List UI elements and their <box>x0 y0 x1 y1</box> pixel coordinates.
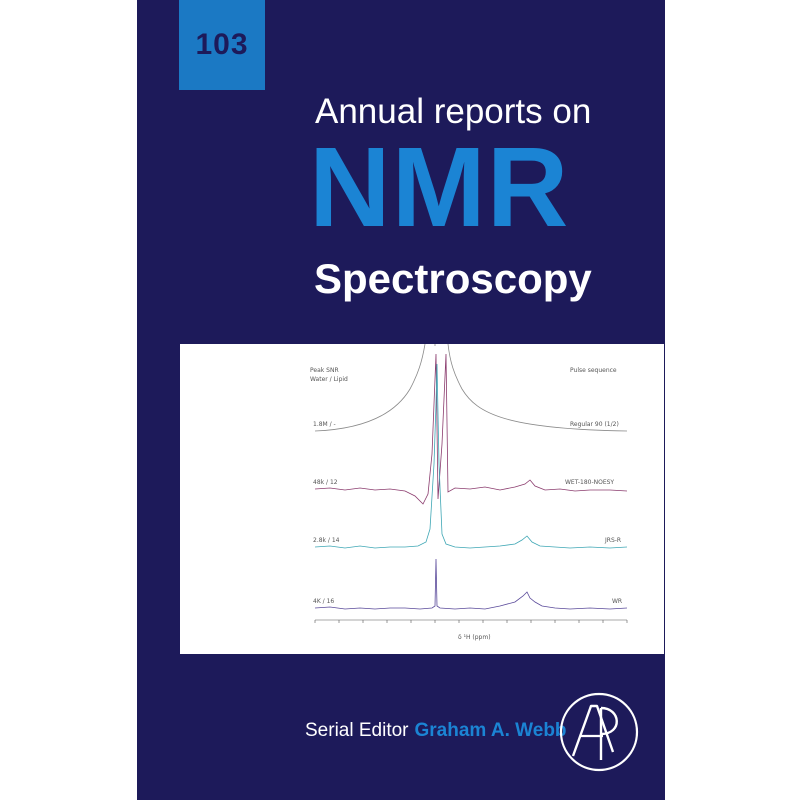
header-right: Pulse sequence <box>570 367 617 374</box>
title-line-2: NMR <box>309 124 570 250</box>
trace-2-line <box>314 353 628 505</box>
trace-1-line <box>314 344 628 432</box>
trace-3-right: JRS-R <box>604 537 621 544</box>
trace-3-left: 2.8k / 14 <box>313 537 340 544</box>
x-axis-ticks <box>314 620 628 623</box>
volume-number: 103 <box>195 28 249 61</box>
trace-1-left: 1.8M / - <box>313 421 336 428</box>
trace-2-right: WET-180-NOESY <box>565 479 614 486</box>
header-left-1: Peak SNR <box>310 367 339 374</box>
trace-3-line <box>314 363 628 549</box>
title-line-3: Spectroscopy <box>314 255 592 302</box>
trace-4-left: 4K / 16 <box>313 598 334 605</box>
ap-publisher-logo-icon <box>559 692 639 772</box>
volume-box: 103 <box>179 0 265 90</box>
spectrum-svg: Peak SNR Water / Lipid Pulse sequence 1.… <box>310 344 628 641</box>
x-axis-label: δ ¹H (ppm) <box>458 634 491 641</box>
header-left-2: Water / Lipid <box>310 376 348 383</box>
serial-editor-label: Serial Editor <box>305 720 409 741</box>
trace-2-left: 48k / 12 <box>313 479 338 486</box>
trace-4-line <box>314 558 628 610</box>
serial-editor-name: Graham A. Webb <box>414 720 567 741</box>
book-cover: 103 Annual reports on NMR Spectroscopy P… <box>137 0 665 800</box>
trace-4-right: WR <box>612 598 622 605</box>
serial-editor: Serial Editor Graham A. Webb <box>305 720 567 742</box>
title-line-1: Annual reports on <box>315 92 592 131</box>
trace-1-right: Regular 90 (1/2) <box>570 421 619 428</box>
nmr-spectrum-figure: Peak SNR Water / Lipid Pulse sequence 1.… <box>180 344 664 654</box>
